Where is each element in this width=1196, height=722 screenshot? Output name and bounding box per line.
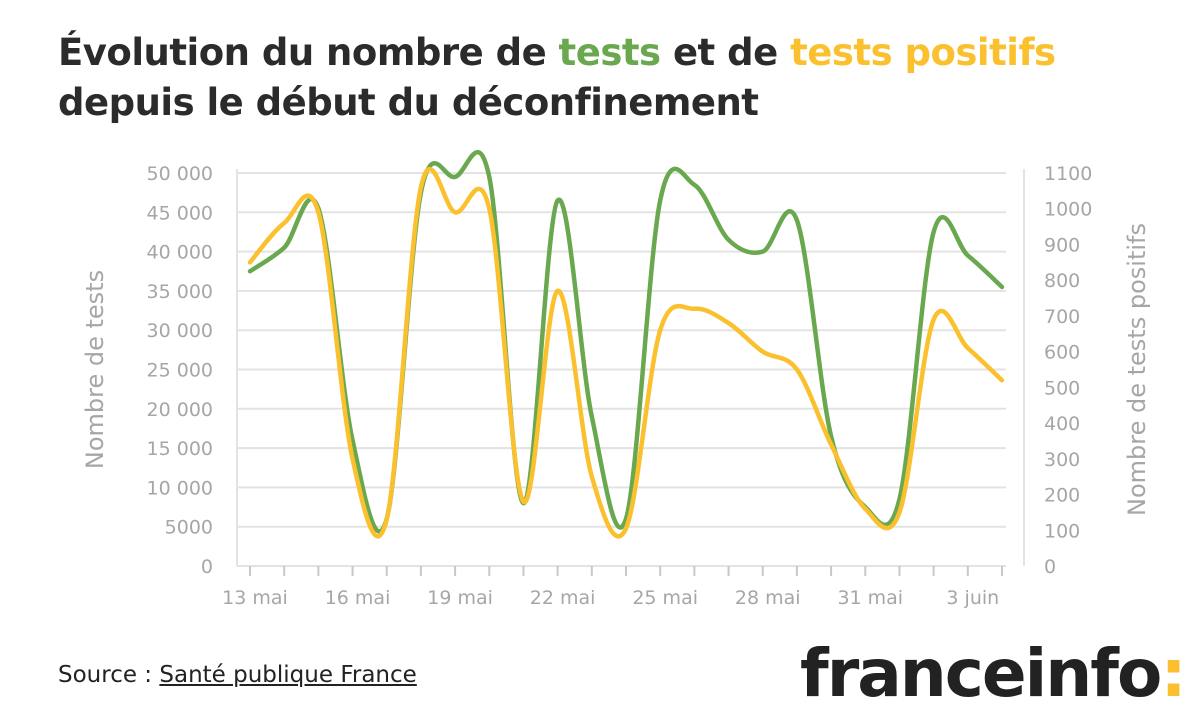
- y-tick-label: 20 000: [147, 399, 213, 421]
- source-note: Source : Santé publique France: [58, 662, 417, 688]
- y2-tick-label: 500: [1044, 377, 1080, 399]
- y2-tick-label: 600: [1044, 342, 1080, 364]
- y2-tick-label: 1000: [1044, 199, 1092, 221]
- x-tick-label: 19 mai: [427, 587, 493, 609]
- series-tests-line: [247, 150, 1005, 534]
- y2-tick-label: 200: [1044, 485, 1080, 507]
- y-tick-label: 35 000: [147, 281, 213, 303]
- y-tick-label: 45 000: [147, 202, 213, 224]
- y-tick-label: 10 000: [147, 477, 213, 499]
- title-part2: et de: [660, 31, 791, 74]
- y-axis-title: Nombre de tests: [81, 270, 109, 469]
- x-tick-label: 25 mai: [632, 587, 698, 609]
- x-tick-label: 16 mai: [325, 587, 391, 609]
- y-tick-label: 50 000: [147, 163, 213, 185]
- y-tick-label: 5000: [165, 517, 213, 539]
- title-positive: tests positifs: [790, 31, 1056, 74]
- source-link[interactable]: Santé publique France: [159, 662, 417, 688]
- y-tick-label: 15 000: [147, 438, 213, 460]
- y2-tick-label: 700: [1044, 306, 1080, 328]
- y2-tick-label: 0: [1044, 556, 1056, 578]
- chart-title: Évolution du nombre de tests et de tests…: [58, 28, 1158, 128]
- y2-tick-label: 900: [1044, 234, 1080, 256]
- franceinfo-logo: franceinfo:: [800, 635, 1187, 712]
- x-tick-label: 22 mai: [530, 587, 596, 609]
- y-tick-label: 25 000: [147, 360, 213, 382]
- y2-tick-label: 400: [1044, 413, 1080, 435]
- y-tick-label: 40 000: [147, 242, 213, 264]
- y-tick-label: 30 000: [147, 320, 213, 342]
- source-prefix: Source :: [58, 662, 160, 688]
- x-tick-label: 13 mai: [222, 587, 288, 609]
- x-tick-label: 31 mai: [837, 587, 903, 609]
- y2-tick-label: 100: [1044, 520, 1080, 542]
- logo-colon: :: [1160, 635, 1186, 712]
- y2-tick-label: 1100: [1044, 163, 1092, 185]
- title-part1: Évolution du nombre de: [58, 31, 559, 74]
- y-tick-label: 0: [201, 556, 213, 578]
- x-tick-label: 3 juin: [946, 587, 999, 609]
- y2-tick-label: 800: [1044, 270, 1080, 292]
- x-tick-label: 28 mai: [735, 587, 801, 609]
- logo-text: franceinfo: [800, 635, 1162, 712]
- y2-axis-title: Nombre de tests positifs: [1123, 223, 1151, 516]
- title-line2: depuis le début du déconfinement: [58, 81, 759, 124]
- title-tests: tests: [558, 31, 662, 74]
- y2-tick-label: 300: [1044, 449, 1080, 471]
- series-positive-tests-line: [247, 166, 1005, 539]
